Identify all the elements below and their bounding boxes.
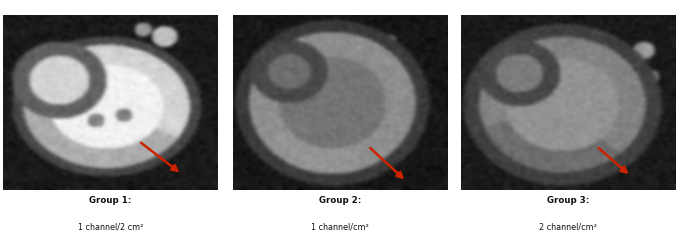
Text: Group 3:: Group 3:: [547, 196, 590, 205]
Text: Group 2:: Group 2:: [318, 196, 361, 205]
Text: 1 channel/2 cm²: 1 channel/2 cm²: [78, 222, 143, 231]
Text: Group 1:: Group 1:: [89, 196, 132, 205]
Text: 2 channel/cm²: 2 channel/cm²: [539, 222, 597, 231]
Text: 1 channel/cm²: 1 channel/cm²: [311, 222, 369, 231]
